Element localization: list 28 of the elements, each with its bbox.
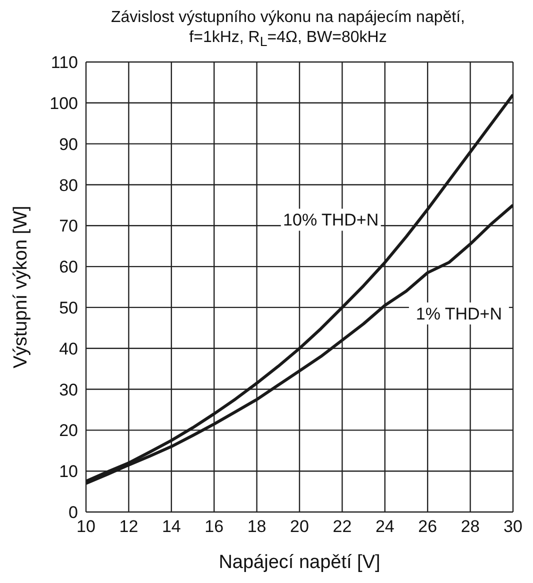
y-tick-label: 70 bbox=[59, 216, 78, 236]
x-tick-label: 20 bbox=[290, 517, 309, 536]
y-tick-label: 60 bbox=[59, 258, 78, 277]
x-tick-label: 16 bbox=[204, 517, 224, 536]
y-tick-label: 80 bbox=[59, 176, 78, 195]
x-tick-label: 24 bbox=[375, 517, 394, 536]
chart-title: Závislost výstupního výkonu na napájecím napětí, f=1kHz, R$_{L}$=4Ω, BW=80kHz bbox=[110, 8, 466, 52]
y-tick-label: 10 bbox=[59, 462, 78, 482]
y-tick-label: 90 bbox=[59, 135, 78, 154]
series-label: 10% THD+N bbox=[283, 210, 379, 230]
y-tick-label: 0 bbox=[68, 503, 78, 522]
y-tick-label: 20 bbox=[59, 421, 78, 440]
y-tick-label: 100 bbox=[50, 94, 78, 114]
y-tick-label: 50 bbox=[59, 298, 78, 318]
x-tick-label: 18 bbox=[247, 517, 266, 536]
x-tick-label: 26 bbox=[418, 517, 438, 536]
x-tick-label: 12 bbox=[119, 517, 138, 536]
y-tick-label: 30 bbox=[59, 380, 78, 400]
y-tick-label: 110 bbox=[50, 53, 78, 72]
x-tick-label: 14 bbox=[162, 517, 181, 536]
x-tick-label: 30 bbox=[504, 517, 522, 536]
x-axis-title: Napájecí napětí [V] bbox=[218, 552, 380, 574]
x-tick-label: 10 bbox=[76, 517, 96, 536]
y-tick-label: 40 bbox=[59, 340, 78, 359]
y-axis-title: Výstupní výkon [W] bbox=[10, 206, 32, 368]
series-label: 1% THD+N bbox=[416, 304, 502, 324]
x-tick-label: 22 bbox=[332, 517, 352, 536]
x-tick-label: 28 bbox=[460, 517, 480, 536]
